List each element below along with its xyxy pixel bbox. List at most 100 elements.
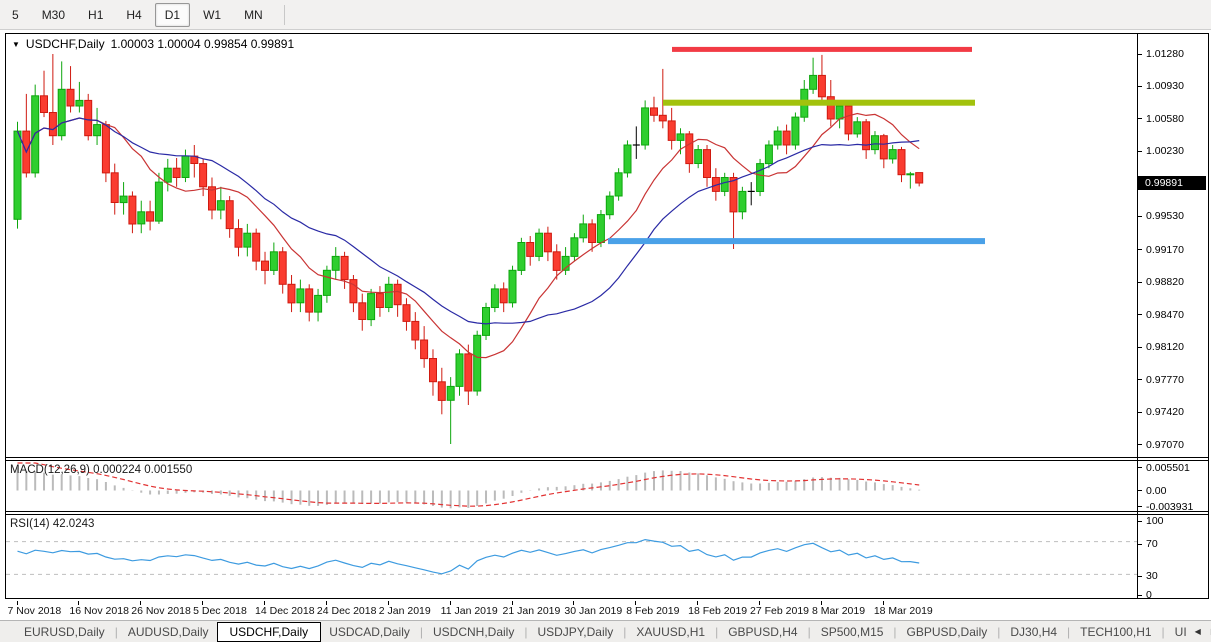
timeframe-button-h4[interactable]: H4 [126, 7, 142, 22]
date-axis-tick [140, 601, 142, 605]
candle-body [526, 242, 535, 257]
rsi-axis-value: 30 [1146, 570, 1158, 583]
candle-body [764, 144, 773, 165]
chart-tab-tech100-h1[interactable]: TECH100,H1 [1080, 624, 1152, 639]
candle-body [871, 135, 879, 151]
macd-axis-value: 0.00 [1146, 484, 1167, 497]
candle-body [252, 232, 261, 262]
macd-axis: 0.005501 0.00 -0.003931 [1138, 461, 1208, 513]
candle-body [588, 223, 597, 243]
candle-body [296, 288, 305, 304]
candle-body [340, 255, 349, 281]
chart-tab-sp500-m15[interactable]: SP500,M15 [820, 624, 884, 639]
dropdown-arrow-icon[interactable]: ▼ [12, 39, 20, 49]
date-axis-value: 16 Nov 2018 [69, 605, 129, 617]
date-axis-tick [882, 601, 884, 605]
candlestick-chart[interactable] [6, 34, 1137, 458]
price-axis-tick [1138, 118, 1142, 120]
date-axis-tick [820, 601, 822, 605]
axis-separator [1137, 34, 1138, 598]
resistance-line-olive[interactable] [663, 99, 975, 106]
price-axis-tick [1138, 215, 1142, 217]
price-axis-value: 0.99530 [1146, 210, 1184, 223]
chart-tab-usdcad-daily[interactable]: USDCAD,Daily [329, 624, 410, 639]
tab-separator: | [1161, 624, 1165, 639]
price-axis-value: 0.98120 [1146, 341, 1184, 354]
candle-body [482, 307, 490, 336]
timeframe-button-m30[interactable]: M30 [41, 7, 66, 22]
rsi-axis-value: 70 [1146, 537, 1158, 550]
candle-body [40, 95, 48, 113]
candle-body [13, 130, 22, 220]
chart-tab-dj30-h4[interactable]: DJ30,H4 [1010, 624, 1058, 639]
timeframe-button-w1[interactable]: W1 [203, 7, 222, 22]
chart-tab-usdjpy-daily[interactable]: USDJPY,Daily [537, 624, 614, 639]
candle-body [305, 288, 314, 313]
date-axis-tick [16, 601, 18, 605]
candle-body [596, 214, 605, 244]
chart-title: ▼ USDCHF,Daily 1.00003 1.00004 0.99854 0… [12, 37, 294, 51]
timeframe-toolbar: 5 M30 H1 H4 D1 W1 MN [0, 0, 1211, 30]
chart-tab-eurusd-daily[interactable]: EURUSD,Daily [24, 624, 105, 639]
price-axis-tick [1138, 346, 1142, 348]
candle-body [181, 155, 190, 178]
chart-tab-usdchf-daily[interactable]: USDCHF,Daily [216, 621, 322, 642]
support-line-blue[interactable] [608, 238, 985, 245]
price-axis-tick [1138, 85, 1142, 87]
price-axis: 0.99891 1.01280 1.00930 1.00580 1.00230 0.99… [1138, 34, 1208, 457]
candle-body [570, 237, 579, 257]
candle-body [853, 121, 862, 135]
candle-body [110, 172, 119, 204]
macd-chart[interactable] [6, 461, 1137, 513]
timeframe-button-h1[interactable]: H1 [88, 7, 104, 22]
chart-tab-gbpusd-daily[interactable]: GBPUSD,Daily [906, 624, 988, 639]
candle-body [614, 172, 623, 197]
chart-tab-usdcnh-daily[interactable]: USDCNH,Daily [433, 624, 515, 639]
moving-average-fast-line [16, 112, 920, 359]
date-axis-tick [202, 601, 204, 605]
candle-body [667, 120, 676, 141]
candle-body [128, 195, 137, 225]
date-axis-value: 5 Dec 2018 [193, 605, 247, 617]
candle-body [199, 163, 208, 188]
candle-body [57, 88, 66, 137]
candle-body [490, 288, 499, 308]
chart-tab-ui[interactable]: UI [1174, 624, 1187, 639]
price-chart-panel: ▼ USDCHF,Daily 1.00003 1.00004 0.99854 0… [6, 34, 1208, 458]
candle-body [75, 99, 84, 107]
candle-body [773, 130, 782, 146]
candle-body [243, 232, 252, 248]
chart-tab-gbpusd-h4[interactable]: GBPUSD,H4 [728, 624, 798, 639]
candle-body [729, 177, 738, 213]
rsi-axis-tick [1138, 543, 1142, 545]
candle-body [685, 133, 694, 165]
candle-body [314, 294, 323, 313]
candle-body [93, 124, 102, 137]
candle-body [420, 339, 429, 360]
candle-body [66, 88, 75, 107]
timeframe-button-d1[interactable]: D1 [154, 2, 191, 27]
date-axis-tick [759, 601, 761, 605]
date-axis-tick [635, 601, 637, 605]
date-axis-tick [325, 601, 327, 605]
candle-body [906, 173, 915, 176]
candle-body [676, 133, 685, 141]
chart-tab-xauusd-h1[interactable]: XAUUSD,H1 [636, 624, 706, 639]
macd-axis-value: -0.003931 [1146, 500, 1194, 513]
rsi-chart[interactable] [6, 515, 1137, 599]
candle-body [605, 195, 614, 216]
candle-body [782, 130, 791, 146]
chart-tab-bar: EURUSD,Daily | AUDUSD,Daily USDCHF,Daily USD… [0, 620, 1211, 642]
candle-body [331, 255, 340, 271]
rsi-axis-tick [1138, 521, 1142, 522]
chart-tab-audusd-daily[interactable]: AUDUSD,Daily [127, 624, 209, 639]
timeframe-button-mn[interactable]: MN [244, 7, 263, 22]
resistance-line-red[interactable] [672, 46, 972, 52]
candle-body [393, 283, 402, 306]
candle-body [817, 74, 826, 98]
tab-scroll-left-icon[interactable]: ◀ [1194, 627, 1201, 636]
date-axis[interactable]: 7 Nov 2018 16 Nov 2018 26 Nov 2018 5 Dec 20… [5, 601, 1209, 620]
timeframe-button-5[interactable]: 5 [12, 7, 19, 22]
macd-axis-tick [1138, 506, 1142, 508]
